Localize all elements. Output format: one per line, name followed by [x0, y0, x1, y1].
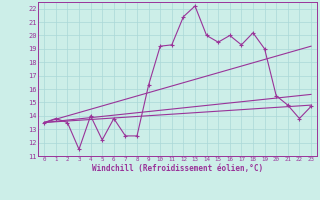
X-axis label: Windchill (Refroidissement éolien,°C): Windchill (Refroidissement éolien,°C)	[92, 164, 263, 173]
